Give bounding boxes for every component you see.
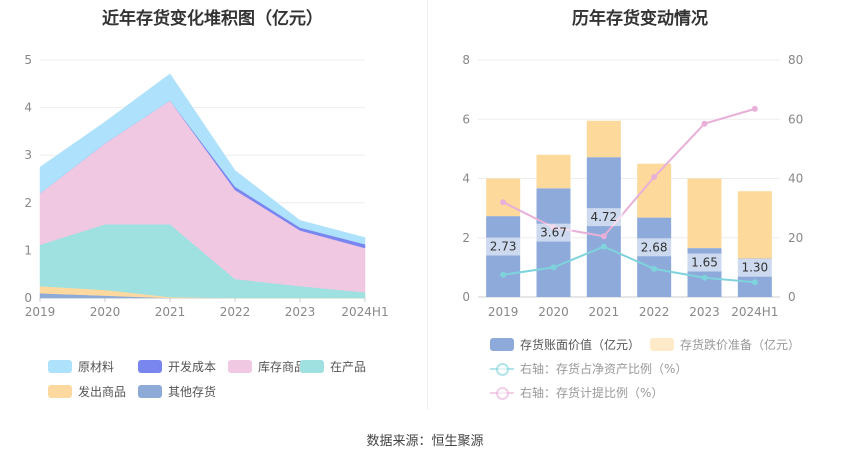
x-tick-label: 2023 bbox=[285, 305, 316, 319]
legend-item[interactable]: 在产品 bbox=[300, 358, 366, 375]
bar-0 bbox=[486, 216, 521, 297]
legend-label: 发出商品 bbox=[78, 385, 127, 399]
legend-label: 右轴：存货占净资产比例（%） bbox=[520, 362, 688, 376]
data-label-bg bbox=[534, 223, 573, 242]
x-tick-label: 2019 bbox=[488, 305, 519, 319]
y-tick-label: 2 bbox=[24, 196, 32, 210]
data-label: 2.68 bbox=[641, 240, 668, 254]
y-tick-label: 1 bbox=[24, 243, 32, 257]
legend-item[interactable]: 存货账面价值（亿元） bbox=[490, 336, 640, 353]
legend-item[interactable]: 右轴：存货占净资产比例（%） bbox=[490, 360, 687, 377]
line-point bbox=[651, 174, 658, 181]
data-label-bg bbox=[735, 258, 774, 277]
right-y-tick-label: 20 bbox=[788, 231, 803, 245]
legend-item[interactable]: 右轴：存货计提比例（%） bbox=[490, 384, 663, 401]
line-point bbox=[500, 271, 507, 278]
line-point bbox=[751, 105, 758, 112]
left-chart-title: 近年存货变化堆积图（亿元） bbox=[102, 9, 323, 29]
bar-0 bbox=[637, 217, 672, 297]
bar-0 bbox=[536, 188, 571, 297]
data-label-bg bbox=[635, 238, 674, 257]
legend-label: 开发成本 bbox=[168, 360, 217, 374]
legend-swatch bbox=[650, 338, 674, 351]
y-tick-label: 4 bbox=[24, 101, 32, 115]
legend-item[interactable]: 原材料 bbox=[48, 358, 114, 375]
line-point bbox=[701, 120, 708, 127]
x-tick-label: 2020 bbox=[90, 305, 121, 319]
right-chart-title: 历年存货变动情况 bbox=[572, 9, 708, 29]
bar-1 bbox=[586, 120, 621, 158]
legend-label: 库存商品 bbox=[258, 360, 307, 374]
x-tick-label: 2024H1 bbox=[341, 305, 388, 319]
left-y-tick-label: 0 bbox=[462, 290, 470, 304]
legend-swatch bbox=[490, 386, 514, 400]
data-label: 3.67 bbox=[540, 226, 567, 240]
line-point bbox=[500, 199, 507, 206]
bar-0 bbox=[586, 157, 621, 297]
legend-swatch bbox=[48, 385, 72, 398]
legend-item[interactable]: 存货跌价准备（亿元） bbox=[650, 336, 800, 353]
legend-swatch bbox=[138, 385, 162, 398]
data-label: 4.72 bbox=[590, 210, 617, 224]
x-tick-label: 2021 bbox=[155, 305, 186, 319]
x-tick-label: 2022 bbox=[639, 305, 670, 319]
line-point bbox=[751, 279, 758, 286]
legend-swatch bbox=[490, 338, 514, 351]
legend-label: 右轴：存货计提比例（%） bbox=[520, 386, 664, 400]
line-point bbox=[600, 233, 607, 240]
data-label: 1.65 bbox=[691, 256, 718, 270]
x-tick-label: 2024H1 bbox=[731, 305, 778, 319]
x-tick-label: 2021 bbox=[589, 305, 620, 319]
data-source-note: 数据来源：恒生聚源 bbox=[366, 434, 484, 449]
legend-label: 存货跌价准备（亿元） bbox=[680, 338, 801, 352]
right-y-tick-label: 0 bbox=[788, 290, 796, 304]
line-point bbox=[701, 274, 708, 281]
legend-item[interactable]: 库存商品 bbox=[228, 358, 306, 375]
area-原材料 bbox=[39, 73, 366, 245]
bar-1 bbox=[486, 178, 521, 217]
data-label-bg bbox=[685, 253, 724, 272]
x-tick-label: 2023 bbox=[689, 305, 720, 319]
x-tick-label: 2019 bbox=[25, 305, 56, 319]
right-y-tick-label: 80 bbox=[788, 53, 803, 67]
legend-label: 原材料 bbox=[78, 360, 115, 374]
left-area-chart: 0 1 2 3 4 5 2019 2020 2021 2022 2023 2024H1 bbox=[24, 53, 388, 319]
legend-swatch bbox=[228, 360, 252, 373]
x-tick-label: 2020 bbox=[538, 305, 569, 319]
y-tick-label: 3 bbox=[24, 148, 32, 162]
line-point bbox=[651, 265, 658, 272]
legend-item[interactable]: 其他存货 bbox=[138, 383, 216, 400]
line-series-1 bbox=[502, 107, 756, 238]
data-label: 1.30 bbox=[741, 261, 768, 275]
bar-1 bbox=[737, 191, 772, 259]
bar-1 bbox=[687, 178, 722, 249]
data-label: 2.73 bbox=[490, 240, 517, 254]
line-series-0 bbox=[503, 245, 755, 284]
legend-swatch bbox=[490, 362, 514, 376]
legend-swatch bbox=[138, 360, 162, 373]
y-tick-label: 5 bbox=[24, 53, 32, 67]
data-label-bg bbox=[584, 208, 623, 227]
legend-swatch bbox=[48, 360, 72, 373]
legend-label: 在产品 bbox=[330, 360, 367, 374]
right-y-tick-label: 40 bbox=[788, 172, 803, 186]
left-y-tick-label: 6 bbox=[462, 112, 470, 126]
legend-item[interactable]: 开发成本 bbox=[138, 358, 216, 375]
legend-label: 其他存货 bbox=[168, 385, 217, 399]
line-point bbox=[550, 264, 557, 271]
y-tick-label: 0 bbox=[24, 291, 32, 305]
chart-divider bbox=[427, 0, 428, 410]
left-y-tick-label: 2 bbox=[462, 231, 470, 245]
line-point bbox=[600, 243, 607, 250]
left-y-tick-label: 4 bbox=[462, 172, 470, 186]
left-y-tick-label: 8 bbox=[462, 53, 470, 67]
bar-1 bbox=[536, 154, 571, 189]
legend-label: 存货账面价值（亿元） bbox=[520, 338, 641, 352]
legend-swatch bbox=[300, 360, 324, 373]
data-label-bg bbox=[484, 237, 523, 256]
right-y-tick-label: 60 bbox=[788, 112, 803, 126]
x-tick-label: 2022 bbox=[220, 305, 251, 319]
legend-item[interactable]: 发出商品 bbox=[48, 383, 126, 400]
